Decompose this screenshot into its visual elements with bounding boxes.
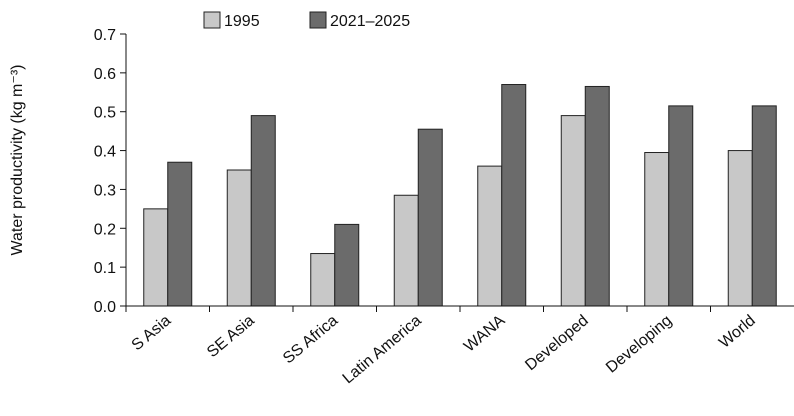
bar-series1: [644, 152, 670, 307]
bar-series1: [393, 194, 419, 307]
legend-swatch: [203, 11, 221, 29]
bar-series1: [560, 115, 586, 307]
y-tick-label: 0.5: [94, 105, 116, 122]
legend-swatch: [309, 11, 327, 29]
legend-label: 1995: [224, 13, 260, 30]
y-tick-label: 0.3: [94, 182, 116, 199]
bar-series1: [143, 208, 169, 307]
bar-series1: [226, 169, 252, 307]
bar-series2: [417, 128, 443, 307]
legend-label: 2021–2025: [330, 13, 410, 30]
bar-series2: [334, 223, 360, 307]
y-tick-label: 0.1: [94, 260, 116, 277]
y-tick-label: 0.4: [94, 144, 116, 161]
x-tick-label: S Asia: [129, 312, 175, 354]
x-tick-label: WANA: [461, 312, 508, 356]
bar-series2: [250, 115, 276, 307]
y-tick-label: 0.6: [94, 66, 116, 83]
bar-series2: [584, 85, 610, 307]
x-tick-label: Latin America: [340, 312, 425, 387]
x-tick-label: Developed: [522, 312, 592, 374]
x-tick-label: Developing: [603, 312, 675, 376]
bar-series2: [167, 161, 193, 307]
bar-series2: [668, 105, 694, 307]
x-tick-label: SS Africa: [280, 312, 341, 367]
legend: 1995 2021–2025: [203, 11, 410, 30]
bar-series1: [310, 253, 336, 307]
x-tick-label: World: [716, 312, 759, 352]
bars-group: [143, 84, 777, 307]
bar-series1: [477, 165, 503, 307]
y-axis-title: Water productivity (kg m⁻³): [9, 65, 26, 256]
bar-series2: [501, 84, 527, 307]
y-tick-label: 0.0: [94, 299, 116, 316]
bar-series2: [751, 105, 777, 307]
y-tick-label: 0.7: [94, 27, 116, 44]
x-tick-label: SE Asia: [204, 312, 258, 361]
bar-series1: [727, 150, 753, 307]
y-axis: 0.0 0.1 0.2 0.3 0.4 0.5 0.6 0.7: [94, 27, 127, 316]
y-tick-label: 0.2: [94, 221, 116, 238]
